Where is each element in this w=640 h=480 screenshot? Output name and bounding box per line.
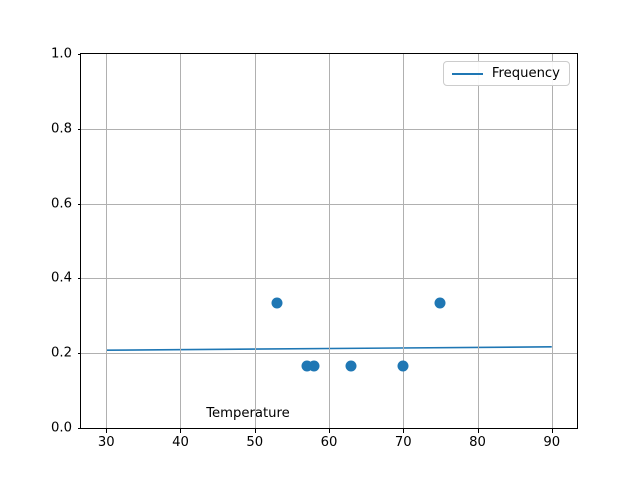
x-tick-mark: [180, 429, 182, 433]
x-tick-label: 30: [97, 435, 115, 450]
y-tick-mark: [77, 128, 81, 130]
x-tick-mark: [254, 429, 256, 433]
y-tick-label: 1.0: [51, 46, 72, 62]
x-tick-label: 50: [246, 435, 264, 450]
y-gridline: [81, 128, 577, 130]
scatter-point: [271, 297, 283, 309]
x-tick-mark: [403, 429, 405, 433]
y-tick-label: 0.8: [51, 121, 72, 137]
x-gridline: [329, 54, 330, 428]
plot-axes: 30 40 50 60 70 80 90 0.0 0.2 0.4 0.6 0.8 1.0 Frequen…: [51, 47, 578, 449]
scatter-point: [434, 297, 446, 309]
chart-legend[interactable]: Frequency: [442, 61, 570, 87]
y-gridline: [81, 278, 577, 280]
y-tick-label: 0.0: [51, 420, 72, 436]
y-gridline: [81, 203, 577, 205]
x-gridline: [551, 54, 553, 428]
scatter-point: [345, 360, 357, 372]
scatter-point: [301, 360, 313, 372]
x-tick-mark: [477, 429, 479, 433]
x-axis-label: Temperature: [206, 406, 290, 421]
legend-label-frequency: Frequency: [491, 66, 560, 81]
x-gridline: [180, 54, 182, 428]
x-gridline: [403, 54, 405, 428]
y-tick-mark: [77, 428, 81, 429]
x-tick-label: 60: [320, 435, 338, 450]
y-tick-mark: [77, 353, 81, 355]
x-tick-mark: [106, 429, 108, 433]
x-tick-label: 40: [172, 435, 189, 450]
plot-area: 30 40 50 60 70 80 90 0.0 0.2 0.4 0.6 0.8 1.0: [51, 47, 577, 449]
y-tick-mark: [77, 54, 81, 55]
x-gridline: [106, 54, 108, 428]
x-tick-mark: [329, 429, 330, 433]
y-tick-label: 0.4: [51, 270, 72, 286]
x-tick-label: 70: [394, 435, 412, 450]
scatter-point: [308, 360, 320, 372]
x-tick-label: 80: [469, 435, 486, 450]
x-gridline: [254, 54, 256, 428]
y-gridline: [81, 353, 577, 355]
x-tick-mark: [551, 429, 553, 433]
y-tick-label: 0.2: [51, 345, 72, 361]
x-tick-label: 90: [543, 435, 561, 450]
scatter-point: [397, 360, 409, 372]
y-tick-label: 0.6: [51, 195, 72, 211]
x-gridline: [477, 54, 479, 428]
legend-line-swatch-frequency: [451, 72, 483, 75]
y-tick-mark: [77, 278, 81, 280]
y-tick-mark: [77, 203, 81, 205]
